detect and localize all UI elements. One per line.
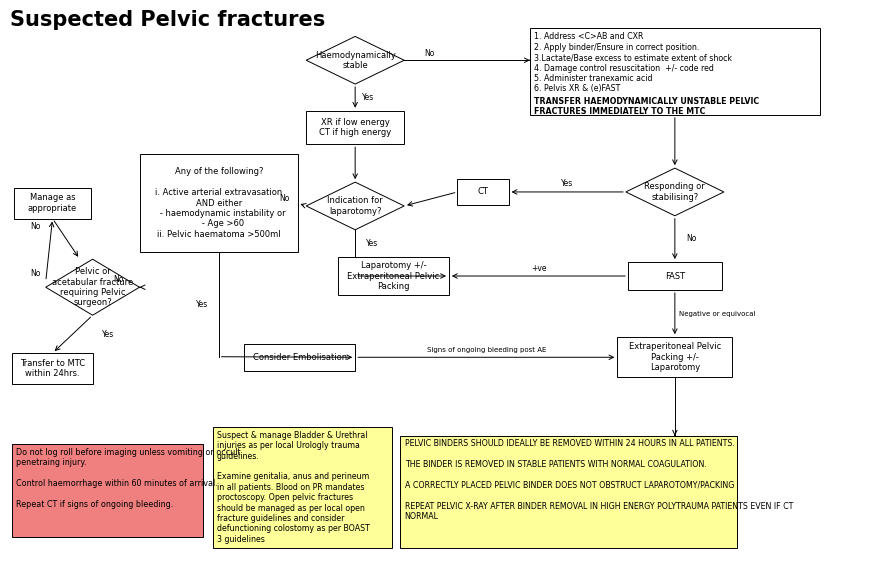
Text: Suspect & manage Bladder & Urethral
injuries as per local Urologly trauma
guidel: Suspect & manage Bladder & Urethral inju… [217, 431, 370, 544]
Text: Extraperitoneal Pelvic
Packing +/-
Laparotomy: Extraperitoneal Pelvic Packing +/- Lapar… [629, 343, 721, 372]
Text: +ve: +ve [531, 264, 547, 273]
Text: Yes: Yes [366, 240, 378, 248]
Text: Do not log roll before imaging unless vomiting or occult
penetraing injury.

Con: Do not log roll before imaging unless vo… [16, 448, 240, 508]
Text: Laparotomy +/-
Extraperitoneal Pelvic
Packing: Laparotomy +/- Extraperitoneal Pelvic Pa… [347, 261, 440, 291]
Text: PELVIC BINDERS SHOULD IDEALLY BE REMOVED WITHIN 24 HOURS IN ALL PATIENTS.

THE B: PELVIC BINDERS SHOULD IDEALLY BE REMOVED… [404, 439, 793, 521]
Text: Transfer to MTC
within 24hrs.: Transfer to MTC within 24hrs. [20, 359, 85, 378]
Text: No: No [113, 276, 124, 284]
FancyBboxPatch shape [306, 111, 404, 144]
FancyBboxPatch shape [11, 444, 203, 537]
Text: Yes: Yes [102, 329, 114, 339]
Text: No: No [30, 222, 41, 231]
FancyBboxPatch shape [530, 28, 819, 115]
Text: No: No [280, 194, 290, 203]
Text: Yes: Yes [561, 179, 573, 188]
Text: No: No [425, 49, 435, 58]
FancyBboxPatch shape [457, 179, 509, 205]
Text: TRANSFER HAEMODYNAMICALLY UNSTABLE PELVIC
FRACTURES IMMEDIATELY TO THE MTC: TRANSFER HAEMODYNAMICALLY UNSTABLE PELVI… [534, 97, 759, 116]
Text: Pelvic or
acetabular fracture
requiring Pelvic
surgeon?: Pelvic or acetabular fracture requiring … [52, 267, 133, 307]
FancyBboxPatch shape [338, 257, 449, 295]
FancyBboxPatch shape [617, 337, 732, 378]
FancyBboxPatch shape [245, 344, 355, 371]
Text: Responding or
stabilising?: Responding or stabilising? [645, 182, 706, 202]
Text: CT: CT [478, 187, 488, 197]
FancyBboxPatch shape [140, 154, 298, 252]
FancyBboxPatch shape [12, 353, 93, 384]
Text: Manage as
appropriate: Manage as appropriate [28, 194, 77, 213]
Text: Suspected Pelvic fractures: Suspected Pelvic fractures [10, 10, 325, 30]
Text: Signs of ongoing bleeding post AE: Signs of ongoing bleeding post AE [426, 347, 546, 353]
FancyBboxPatch shape [213, 427, 392, 548]
FancyBboxPatch shape [628, 262, 721, 290]
Text: Yes: Yes [196, 300, 208, 309]
Text: FAST: FAST [665, 272, 685, 281]
Text: Any of the following?

i. Active arterial extravasation
AND either
   - haemodyn: Any of the following? i. Active arterial… [152, 167, 285, 239]
Text: Haemodynamically
stable: Haemodynamically stable [314, 50, 396, 70]
Text: Indication for
laparotomy?: Indication for laparotomy? [328, 197, 383, 215]
Text: No: No [687, 234, 697, 244]
Text: 1. Address <C>AB and CXR
2. Apply binder/Ensure in correct position.
3.Lactate/B: 1. Address <C>AB and CXR 2. Apply binder… [534, 33, 732, 93]
Text: Yes: Yes [362, 93, 374, 102]
Text: No: No [30, 269, 41, 278]
FancyBboxPatch shape [400, 435, 737, 548]
Text: XR if low energy
CT if high energy: XR if low energy CT if high energy [319, 118, 391, 137]
Text: Negative or equivocal: Negative or equivocal [679, 311, 756, 316]
Text: Consider Embolisation: Consider Embolisation [253, 353, 347, 362]
FancyBboxPatch shape [14, 188, 91, 218]
